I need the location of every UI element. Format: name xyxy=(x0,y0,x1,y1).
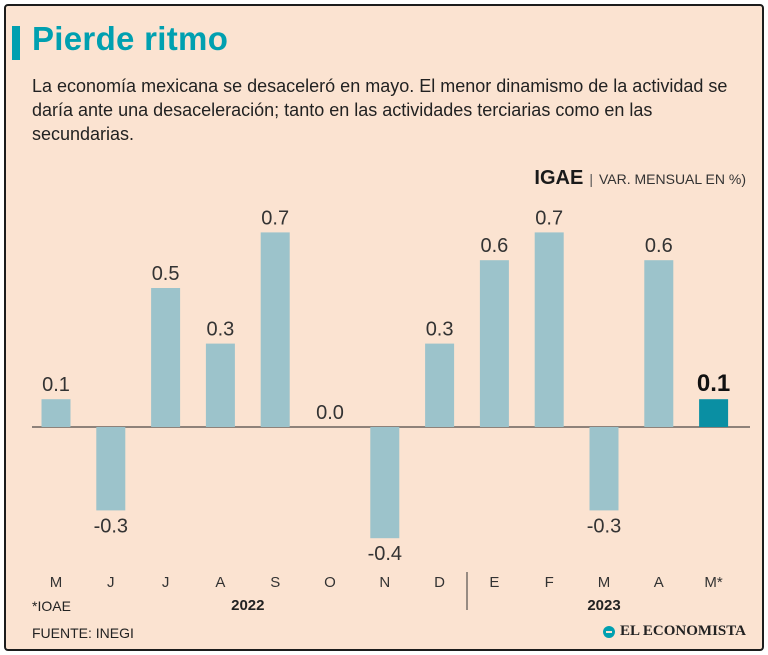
data-label: 0.5 xyxy=(152,263,180,285)
x-tick-label: M* xyxy=(704,574,722,591)
x-tick-label: E xyxy=(489,574,499,591)
brand-logo: EL ECONOMISTA xyxy=(603,623,746,640)
bar xyxy=(151,288,181,427)
data-label: 0.1 xyxy=(42,374,70,396)
brand-mark-icon xyxy=(603,625,615,638)
infographic-frame: Pierde ritmo La economía mexicana se des… xyxy=(4,4,764,651)
x-tick-label: A xyxy=(654,574,664,591)
bar xyxy=(205,343,235,427)
brand-name: EL ECONOMISTA xyxy=(620,623,746,639)
data-label: -0.3 xyxy=(94,515,128,537)
data-label: -0.3 xyxy=(587,515,621,537)
bar xyxy=(370,427,400,539)
x-tick-label: J xyxy=(162,574,170,591)
x-tick-label: F xyxy=(545,574,554,591)
title-accent-bar xyxy=(12,26,20,60)
chart-measure-separator: | xyxy=(589,171,593,187)
data-label: 0.6 xyxy=(645,235,673,257)
x-tick-label: A xyxy=(215,574,225,591)
x-tick-label: J xyxy=(107,574,115,591)
chart-measure-name: IGAE xyxy=(534,167,584,189)
bar xyxy=(699,399,729,427)
bar xyxy=(479,260,509,427)
data-label: 0.3 xyxy=(426,319,454,341)
x-tick-label: D xyxy=(434,574,445,591)
data-label: 0.6 xyxy=(480,235,508,257)
data-label: 0.3 xyxy=(206,319,234,341)
x-tick-label: M xyxy=(50,574,63,591)
bar xyxy=(260,232,290,427)
year-label: 2023 xyxy=(587,597,620,614)
x-tick-label: N xyxy=(379,574,390,591)
bar xyxy=(425,343,455,427)
data-label: 0.7 xyxy=(261,207,289,229)
bar-chart: 0.1 M -0.3 J 0.5 J 0.3 A 0.7 S 0.0 O -0.4 N 0.3 D 0.6 E 0.… xyxy=(32,207,750,614)
data-label: 0.1 xyxy=(697,370,730,397)
bar xyxy=(96,427,126,511)
data-label: 0.0 xyxy=(316,402,344,424)
bar xyxy=(644,260,674,427)
chart-title: Pierde ritmo xyxy=(32,20,229,57)
bar xyxy=(41,399,71,427)
source-note: FUENTE: INEGI xyxy=(32,625,134,641)
year-label: 2022 xyxy=(231,597,264,614)
data-label: 0.7 xyxy=(535,207,563,229)
footnote: *IOAE xyxy=(32,598,71,614)
chart-subtitle: La economía mexicana se desaceleró en ma… xyxy=(32,76,728,144)
data-label: -0.4 xyxy=(368,543,402,565)
chart-measure-label: IGAE | VAR. MENSUAL EN %) xyxy=(534,167,746,190)
chart-measure-unit: VAR. MENSUAL EN %) xyxy=(598,171,746,187)
x-tick-label: S xyxy=(270,574,280,591)
x-tick-label: M xyxy=(598,574,611,591)
bar xyxy=(534,232,564,427)
x-tick-label: O xyxy=(324,574,336,591)
bar xyxy=(589,427,619,511)
